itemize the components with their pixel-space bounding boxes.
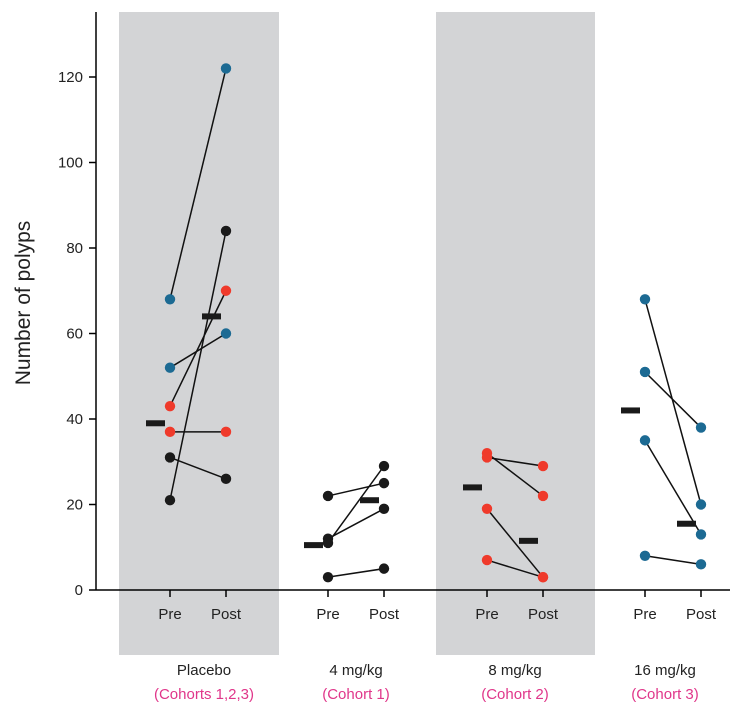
group-label: 4 mg/kg [329, 662, 382, 679]
shaded-band-2 [436, 12, 595, 655]
mean-pre-marker [146, 420, 165, 427]
pre-point [322, 490, 334, 502]
x-tick-label: Post [686, 606, 717, 623]
group-labels: Placebo (Cohorts 1,2,3) 4 mg/kg (Cohort 1) 8… [154, 662, 699, 703]
x-tick-label: Post [211, 606, 242, 623]
mean-pre-marker [621, 407, 640, 414]
post-point [378, 563, 390, 574]
post-point [695, 529, 707, 540]
cohort-label: (Cohorts 1,2,3) [154, 686, 254, 703]
pair-line [327, 465, 385, 544]
x-tick-label: Pre [316, 606, 339, 623]
post-point [537, 460, 549, 472]
group-label: Placebo [177, 662, 231, 679]
pre-point [481, 452, 493, 463]
pre-point [164, 426, 176, 438]
pre-point [164, 362, 176, 373]
group-label: 16 mg/kg [634, 662, 696, 679]
post-point [220, 473, 232, 485]
pair-line [644, 439, 702, 535]
cohort-label: (Cohort 1) [322, 686, 390, 703]
pair-line [169, 332, 227, 369]
pre-point [322, 537, 334, 549]
pair-line [327, 567, 385, 578]
post-point [220, 328, 232, 339]
paired-lines [169, 68, 702, 578]
x-tick-label: Pre [633, 606, 656, 623]
pre-point [164, 495, 176, 506]
mean-post-marker [202, 313, 221, 320]
pair-line [169, 456, 227, 480]
post-point [695, 422, 707, 433]
pre-point [481, 503, 493, 514]
pre-point [481, 554, 493, 566]
pair-line [486, 559, 544, 578]
y-tick-label: 100 [58, 155, 83, 172]
pair-line [644, 299, 702, 505]
data-points [164, 63, 707, 583]
post-point [537, 571, 549, 583]
post-point [378, 477, 390, 489]
pre-point [639, 550, 651, 561]
post-point [378, 503, 390, 514]
pair-line [327, 482, 385, 497]
y-axis: 0 20 40 60 80 100 120 [58, 12, 97, 599]
pre-point [164, 400, 176, 412]
post-point [695, 559, 707, 570]
x-tick-label: Pre [475, 606, 498, 623]
mean-pre-marker [304, 542, 323, 549]
post-point [220, 426, 232, 438]
y-tick-label: 120 [58, 69, 83, 86]
post-point [378, 460, 390, 472]
pre-point [639, 294, 651, 305]
group-bands [119, 12, 595, 655]
pair-line [486, 508, 544, 578]
x-tick-label: Post [528, 606, 559, 623]
pre-point [639, 435, 651, 446]
post-point [220, 225, 232, 237]
pair-line [169, 68, 227, 300]
cohort-label: (Cohort 3) [631, 686, 699, 703]
mean-post-marker [677, 520, 696, 527]
cohort-label: (Cohort 2) [481, 686, 549, 703]
y-tick-label: 40 [66, 411, 83, 428]
mean-post-marker [360, 497, 379, 504]
group-label: 8 mg/kg [488, 662, 541, 679]
y-tick-label: 80 [66, 240, 83, 257]
shaded-band-0 [119, 12, 279, 655]
pair-line [644, 555, 702, 566]
pair-line [169, 290, 227, 407]
x-tick-label: Pre [158, 606, 181, 623]
y-tick-label: 60 [66, 326, 83, 343]
pair-line [486, 452, 544, 497]
x-tick-label: Post [369, 606, 400, 623]
mean-post-marker [519, 537, 538, 544]
pair-line [327, 508, 385, 540]
pair-line [486, 456, 544, 467]
post-point [537, 490, 549, 502]
pre-point [639, 366, 651, 378]
mean-pre-marker [463, 484, 482, 491]
y-tick-label: 0 [75, 582, 83, 599]
pre-point [164, 452, 176, 463]
y-tick-label: 20 [66, 497, 83, 514]
pair-line [169, 230, 227, 501]
pair-line [644, 371, 702, 429]
pre-point [322, 571, 334, 583]
y-axis-label: Number of polyps [12, 221, 35, 386]
post-point [220, 63, 232, 74]
pre-point [164, 294, 176, 305]
x-axis: Pre Post Pre Post Pre Post Pre Post [96, 589, 730, 623]
post-point [695, 499, 707, 510]
mean-markers [146, 313, 696, 549]
post-point [220, 285, 232, 296]
